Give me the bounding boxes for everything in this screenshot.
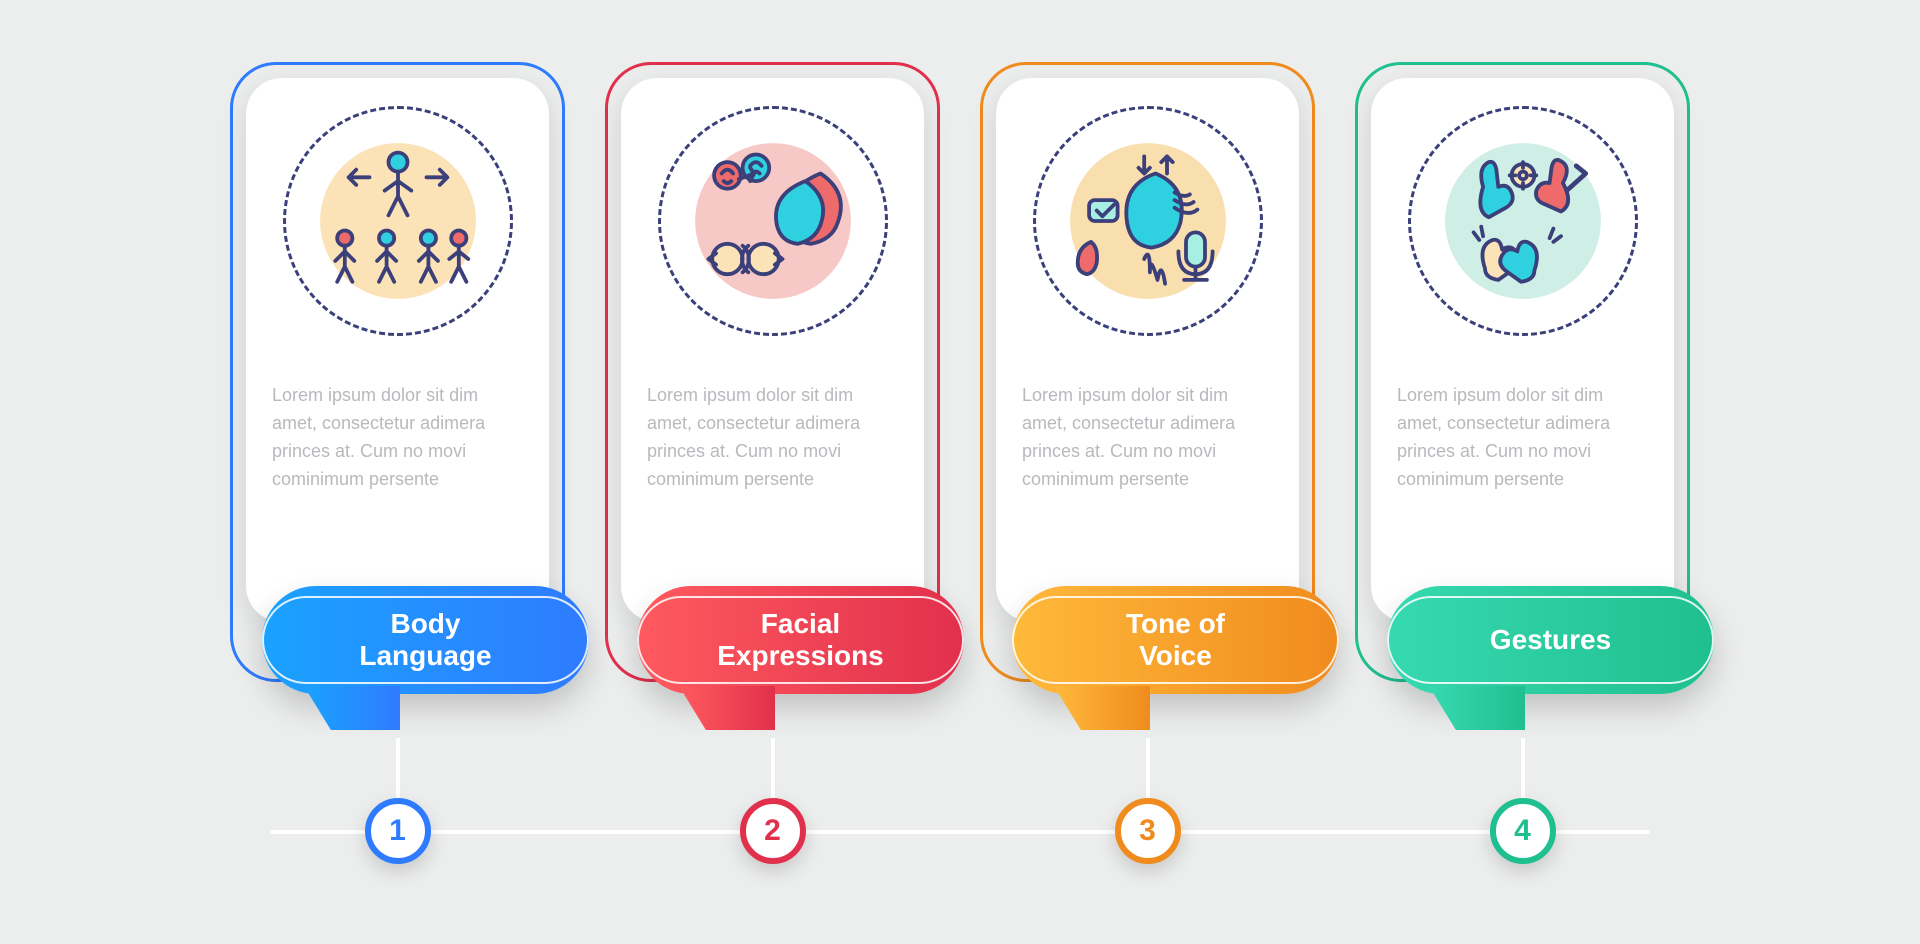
card-description: Lorem ipsum dolor sit dim amet, consecte…: [1022, 382, 1273, 494]
card-tone-of-voice: Lorem ipsum dolor sit dim amet, consecte…: [980, 62, 1315, 682]
pill-tail: [679, 686, 775, 730]
connector-line: [771, 738, 775, 802]
icon-circle: [1408, 106, 1638, 336]
dashed-circle: [1408, 106, 1638, 336]
card-inner: Lorem ipsum dolor sit dim amet, consecte…: [246, 78, 549, 622]
dashed-circle: [658, 106, 888, 336]
card-description: Lorem ipsum dolor sit dim amet, consecte…: [647, 382, 898, 494]
connector-line: [1521, 738, 1525, 802]
card-body-language: Lorem ipsum dolor sit dim amet, consecte…: [230, 62, 565, 682]
card-title: Tone of Voice: [1126, 608, 1225, 672]
dashed-circle: [283, 106, 513, 336]
step-number-badge: 2: [740, 798, 806, 864]
icon-circle: [1033, 106, 1263, 336]
step-number-badge: 1: [365, 798, 431, 864]
infographic-stage: Lorem ipsum dolor sit dim amet, consecte…: [210, 52, 1710, 892]
card-inner: Lorem ipsum dolor sit dim amet, consecte…: [1371, 78, 1674, 622]
card-description: Lorem ipsum dolor sit dim amet, consecte…: [1397, 382, 1648, 494]
card-description: Lorem ipsum dolor sit dim amet, consecte…: [272, 382, 523, 494]
pill-tail: [1054, 686, 1150, 730]
icon-circle: [283, 106, 513, 336]
card-facial-expressions: Lorem ipsum dolor sit dim amet, consecte…: [605, 62, 940, 682]
card-title: Facial Expressions: [717, 608, 884, 672]
card-title: Gestures: [1490, 624, 1611, 656]
card-title-pill: Body Language: [262, 586, 589, 694]
card-inner: Lorem ipsum dolor sit dim amet, consecte…: [621, 78, 924, 622]
card-title: Body Language: [359, 608, 491, 672]
card-row: Lorem ipsum dolor sit dim amet, consecte…: [210, 52, 1710, 892]
pill-tail: [1429, 686, 1525, 730]
card-gestures: Lorem ipsum dolor sit dim amet, consecte…: [1355, 62, 1690, 682]
card-title-pill: Facial Expressions: [637, 586, 964, 694]
card-title-pill: Gestures: [1387, 586, 1714, 694]
pill-tail: [304, 686, 400, 730]
icon-circle: [658, 106, 888, 336]
step-number-badge: 3: [1115, 798, 1181, 864]
dashed-circle: [1033, 106, 1263, 336]
card-title-pill: Tone of Voice: [1012, 586, 1339, 694]
step-number-badge: 4: [1490, 798, 1556, 864]
connector-line: [1146, 738, 1150, 802]
connector-line: [396, 738, 400, 802]
card-inner: Lorem ipsum dolor sit dim amet, consecte…: [996, 78, 1299, 622]
